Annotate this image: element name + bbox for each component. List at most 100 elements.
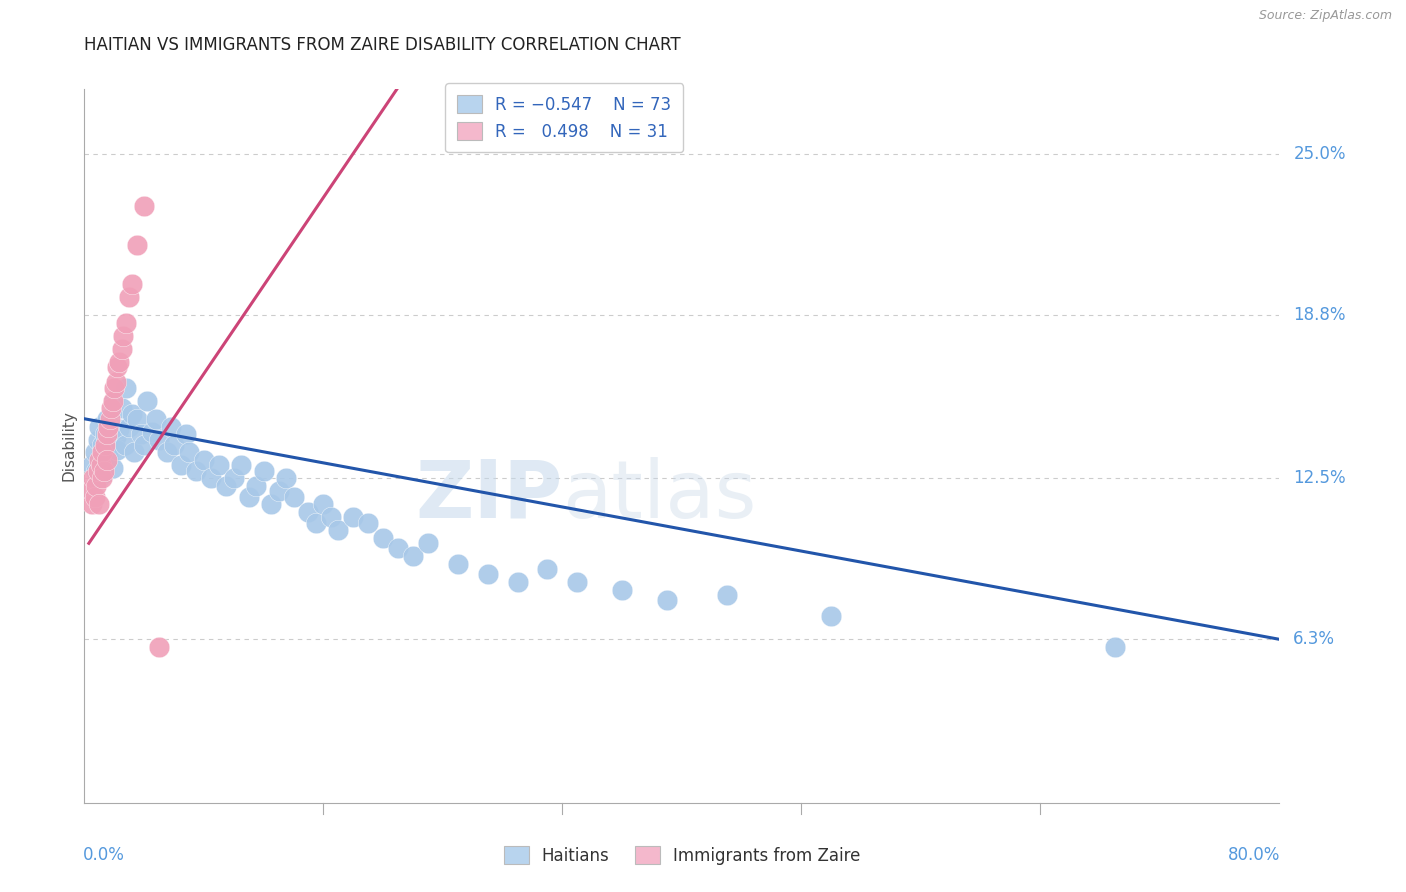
Point xyxy=(716,588,738,602)
Point xyxy=(104,376,127,390)
Point xyxy=(125,411,148,425)
Point xyxy=(477,567,499,582)
Point xyxy=(506,575,529,590)
Point xyxy=(97,419,120,434)
Point xyxy=(91,471,114,485)
Point xyxy=(90,453,112,467)
Point xyxy=(112,328,135,343)
Text: ZIP: ZIP xyxy=(415,457,562,535)
Point xyxy=(115,381,138,395)
Point xyxy=(118,290,141,304)
Point xyxy=(97,450,120,465)
Point xyxy=(155,445,177,459)
Point xyxy=(253,464,276,478)
Point xyxy=(100,401,122,416)
Point xyxy=(193,453,215,467)
Point xyxy=(98,440,121,454)
Point xyxy=(111,401,134,416)
Point xyxy=(305,516,328,530)
Point xyxy=(177,445,200,459)
Point xyxy=(96,427,118,442)
Point xyxy=(96,411,118,425)
Point xyxy=(170,458,193,473)
Point xyxy=(536,562,558,576)
Point xyxy=(208,458,231,473)
Point xyxy=(83,445,105,459)
Point xyxy=(80,458,103,473)
Point xyxy=(145,411,167,425)
Point xyxy=(82,471,104,485)
Point xyxy=(132,438,156,452)
Point xyxy=(141,425,163,439)
Point xyxy=(101,461,124,475)
Point xyxy=(312,497,335,511)
Point xyxy=(103,381,125,395)
Point xyxy=(129,427,152,442)
Point xyxy=(160,419,183,434)
Point xyxy=(114,438,136,452)
Point xyxy=(104,430,127,444)
Y-axis label: Disability: Disability xyxy=(60,410,76,482)
Point xyxy=(87,433,110,447)
Point xyxy=(163,438,186,452)
Text: HAITIAN VS IMMIGRANTS FROM ZAIRE DISABILITY CORRELATION CHART: HAITIAN VS IMMIGRANTS FROM ZAIRE DISABIL… xyxy=(84,36,681,54)
Point xyxy=(222,471,245,485)
Point xyxy=(91,438,114,452)
Text: 18.8%: 18.8% xyxy=(1294,306,1346,324)
Point xyxy=(115,316,138,330)
Point xyxy=(93,467,115,481)
Point xyxy=(387,541,409,556)
Point xyxy=(328,524,350,538)
Point xyxy=(245,479,267,493)
Point xyxy=(125,238,148,252)
Point xyxy=(416,536,439,550)
Point xyxy=(200,471,222,485)
Point xyxy=(98,411,121,425)
Point xyxy=(91,445,114,459)
Point xyxy=(1104,640,1126,654)
Point xyxy=(260,497,283,511)
Point xyxy=(342,510,364,524)
Legend: Haitians, Immigrants from Zaire: Haitians, Immigrants from Zaire xyxy=(495,838,869,873)
Point xyxy=(105,442,128,457)
Point xyxy=(107,422,129,436)
Point xyxy=(89,419,111,434)
Point xyxy=(93,464,115,478)
Point xyxy=(86,464,108,478)
Point xyxy=(94,438,117,452)
Point xyxy=(121,407,143,421)
Point xyxy=(186,464,208,478)
Text: 0.0%: 0.0% xyxy=(83,846,125,863)
Point xyxy=(89,471,111,485)
Point xyxy=(103,393,125,408)
Point xyxy=(267,484,290,499)
Point xyxy=(148,640,170,654)
Text: atlas: atlas xyxy=(562,457,756,535)
Point xyxy=(94,427,117,442)
Point xyxy=(111,342,134,356)
Point xyxy=(101,393,124,408)
Point xyxy=(87,464,110,478)
Point xyxy=(820,609,842,624)
Point xyxy=(567,575,589,590)
Point xyxy=(105,359,128,374)
Point xyxy=(132,199,156,213)
Point xyxy=(100,425,122,439)
Point xyxy=(238,490,260,504)
Point xyxy=(283,490,305,504)
Point xyxy=(118,419,141,434)
Text: 6.3%: 6.3% xyxy=(1294,631,1336,648)
Text: 12.5%: 12.5% xyxy=(1294,469,1346,487)
Point xyxy=(86,479,108,493)
Point xyxy=(274,471,297,485)
Point xyxy=(610,582,633,597)
Text: 80.0%: 80.0% xyxy=(1229,846,1281,863)
Point xyxy=(90,458,112,473)
Point xyxy=(77,484,100,499)
Point xyxy=(122,445,145,459)
Point xyxy=(357,516,380,530)
Point xyxy=(96,453,118,467)
Point xyxy=(297,505,319,519)
Point xyxy=(121,277,143,291)
Point xyxy=(231,458,253,473)
